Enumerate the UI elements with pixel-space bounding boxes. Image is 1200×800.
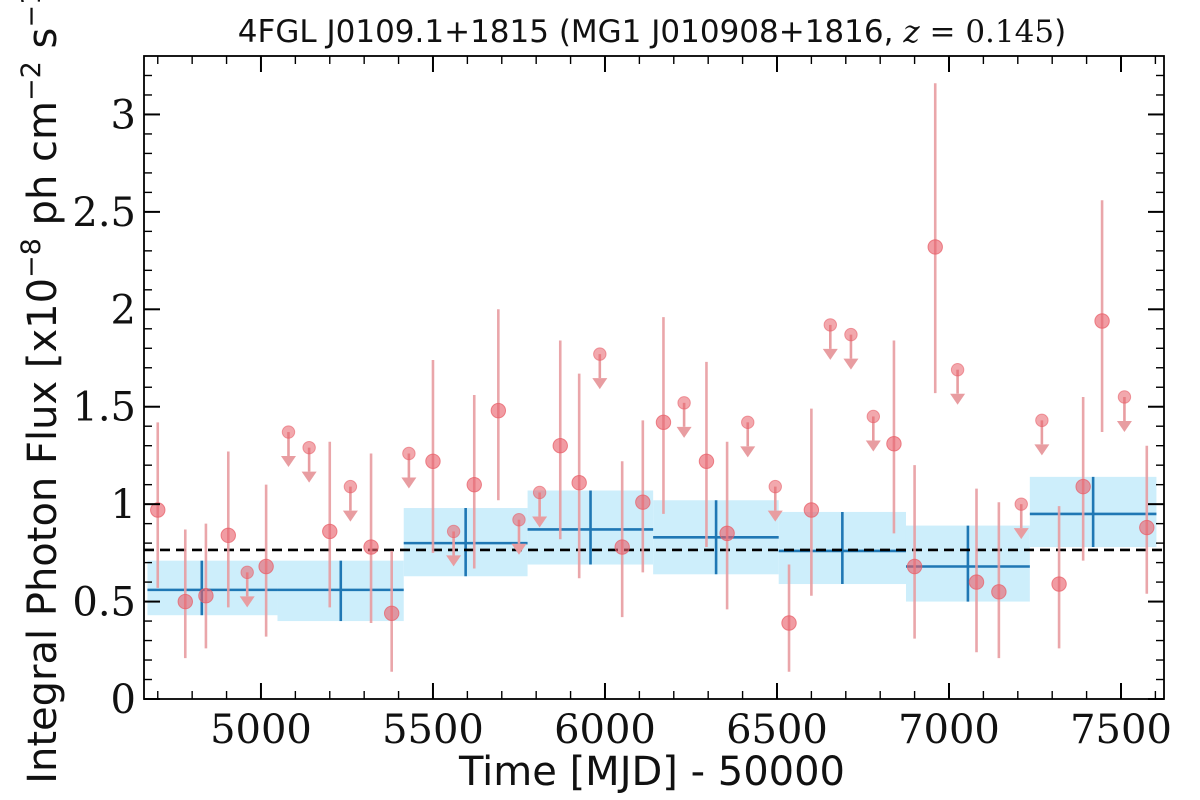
flux-point [552, 437, 568, 454]
y-tick-label: 2.5 [72, 190, 136, 236]
flux-point [655, 414, 672, 431]
chart-title-redshift: z [902, 14, 920, 50]
flux-points [150, 83, 1155, 672]
flux-point [425, 453, 441, 469]
upper-limit-point [823, 318, 838, 332]
flux-point [1051, 576, 1067, 592]
upper-limit-point [446, 524, 461, 539]
x-tick-label: 5000 [210, 707, 312, 753]
flux-point [383, 605, 400, 621]
upper-limit-point [768, 479, 782, 494]
flux-point [635, 494, 651, 510]
upper-limit-point [741, 415, 755, 430]
y-tick-label: 1.5 [72, 385, 136, 431]
upper-limit-arrow [843, 358, 859, 370]
flux-point [927, 239, 943, 255]
upper-limit-point [677, 396, 691, 410]
flux-point [614, 539, 630, 555]
upper-limit-point [343, 479, 358, 494]
flux-point [322, 523, 338, 540]
flux-point [177, 593, 193, 610]
flux-point [150, 502, 166, 518]
flux-point [991, 584, 1007, 600]
upper-limit-point [1035, 413, 1049, 428]
chart-title-redshift-value: = 0.145 [920, 14, 1054, 50]
flux-point [698, 453, 715, 469]
upper-limit-arrow [740, 446, 756, 458]
axis-ticks: 5000 5500 6000 6500 7000 7500 0 0.5 1 1.5 2 2.5 3 [72, 56, 1172, 753]
upper-limit-arrow [511, 543, 527, 555]
y-tick-label: 0 [111, 677, 136, 723]
upper-limit-arrow [865, 440, 881, 452]
y-tick-label: 3 [111, 92, 136, 138]
flux-point [1075, 478, 1091, 495]
upper-limit-arrow [767, 510, 783, 522]
upper-limit-point [593, 347, 607, 361]
upper-limit-arrow [342, 510, 358, 522]
flux-point [803, 502, 820, 518]
upper-limit-point [950, 363, 965, 377]
flux-point [571, 475, 587, 491]
flux-point [220, 527, 236, 544]
upper-limit-point [866, 409, 881, 424]
upper-limit-arrow [532, 516, 548, 528]
flux-point [719, 525, 735, 542]
upper-limit-arrow [401, 477, 417, 489]
chart-title-prefix: 4FGL J0109.1+1815 (MG1 J010908+1816, [238, 14, 904, 50]
bayesian-blocks [147, 476, 1157, 622]
x-tick-label: 6500 [726, 707, 828, 753]
upper-limit-point [512, 513, 526, 527]
block-band [147, 560, 278, 616]
flux-point [886, 436, 902, 452]
flux-point [198, 588, 214, 604]
upper-limit-point [532, 485, 547, 500]
flux-point [258, 558, 274, 575]
upper-limit-point [1117, 390, 1132, 404]
upper-limit-arrow [239, 596, 255, 608]
upper-limit-arrow [1013, 528, 1029, 540]
x-tick-label: 7500 [1070, 707, 1172, 753]
upper-limit-point [240, 565, 254, 580]
y-tick-label: 0.5 [72, 580, 136, 626]
upper-limit-arrow [1034, 444, 1050, 456]
flux-point [781, 615, 797, 631]
chart-title-suffix: ) [1054, 14, 1066, 50]
upper-limit-arrow [446, 555, 462, 567]
flux-point [466, 476, 482, 493]
upper-limit-arrow [1116, 420, 1132, 432]
flux-point [1094, 313, 1110, 329]
x-tick-label: 7000 [898, 707, 1000, 753]
y-tick-label: 2 [111, 287, 136, 333]
upper-limit-point [281, 425, 296, 439]
upper-limit-arrow [822, 348, 838, 360]
flux-point [490, 402, 507, 419]
flux-point [968, 574, 985, 590]
upper-limit-point [402, 446, 416, 461]
flux-point [1139, 519, 1155, 536]
upper-limit-arrow [592, 378, 608, 390]
upper-limit-point [844, 327, 858, 342]
plot-frame [143, 55, 1165, 700]
upper-limit-arrow [950, 393, 966, 405]
x-tick-label: 5500 [382, 707, 484, 753]
upper-limit-arrow [676, 426, 692, 438]
upper-limit-arrow [280, 456, 296, 468]
upper-limit-arrow [301, 471, 317, 483]
flux-point [363, 539, 379, 555]
upper-limit-point [302, 440, 316, 455]
chart-title: 4FGL J0109.1+1815 (MG1 J010908+1816, z =… [238, 14, 1066, 50]
flux-point [906, 558, 923, 575]
x-axis-label: Time [MJD] - 50000 [458, 749, 845, 795]
upper-limit-point [1014, 497, 1028, 511]
y-axis-label: Integral Photon Flux [x10−8 ph cm−2 s−1] [16, 0, 66, 784]
y-tick-label: 1 [111, 482, 136, 528]
x-tick-label: 6000 [554, 707, 656, 753]
